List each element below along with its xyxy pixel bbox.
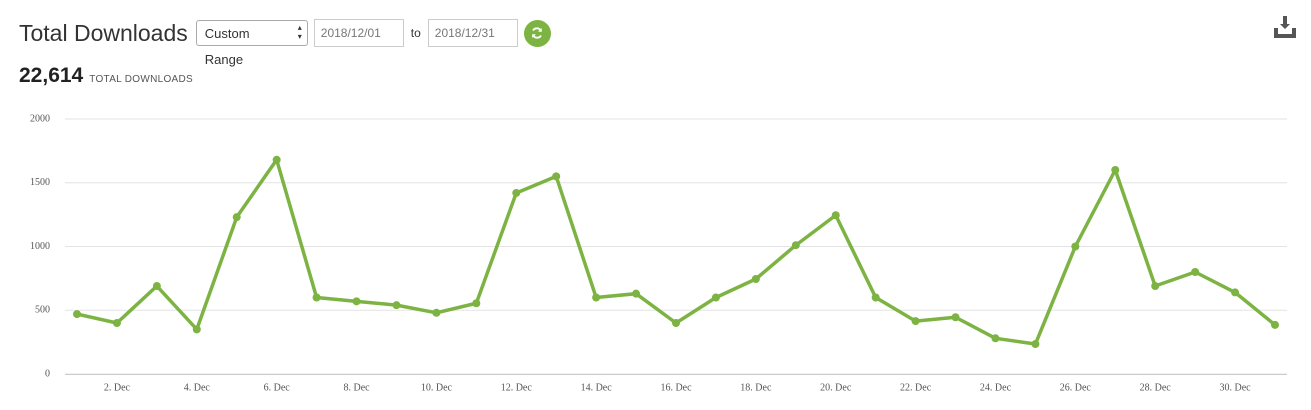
point — [1031, 340, 1040, 349]
x-tick-label: 6. Dec — [264, 382, 291, 393]
point — [1071, 242, 1080, 251]
range-select[interactable]: Custom Range — [195, 20, 308, 67]
point — [1151, 282, 1160, 291]
x-tick-label: 28. Dec — [1140, 382, 1172, 393]
point — [552, 172, 561, 181]
header: Total Downloads Custom Range 2018/12/01 … — [19, 18, 551, 67]
point — [1111, 166, 1120, 174]
page-title: Total Downloads — [19, 19, 188, 46]
x-tick-label: 30. Dec — [1220, 382, 1252, 393]
point — [152, 282, 161, 291]
point — [312, 293, 321, 302]
y-tick-label: 1000 — [30, 241, 50, 252]
x-tick-label: 2. Dec — [104, 382, 131, 393]
x-tick-label: 12. Dec — [501, 382, 533, 393]
point — [991, 334, 1000, 343]
point — [432, 308, 441, 317]
point — [1231, 288, 1240, 297]
x-tick-label: 24. Dec — [980, 382, 1012, 393]
point — [392, 301, 401, 310]
x-tick-label: 20. Dec — [820, 382, 852, 393]
point — [272, 155, 281, 164]
point — [632, 289, 641, 298]
y-tick-label: 500 — [35, 305, 50, 316]
download-button[interactable] — [1272, 14, 1298, 40]
refresh-icon — [532, 27, 543, 39]
point — [791, 241, 800, 250]
y-tick-label: 0 — [45, 368, 50, 379]
point — [73, 310, 81, 319]
to-label: to — [410, 26, 421, 40]
line — [76, 158, 1277, 346]
point — [512, 188, 521, 197]
point — [911, 317, 920, 326]
point — [112, 319, 121, 327]
refresh-button[interactable] — [523, 19, 551, 47]
point — [711, 293, 720, 302]
point — [672, 319, 680, 327]
total-label: TOTAL DOWNLOADS — [89, 74, 194, 85]
end-date-input[interactable]: 2018/12/31 — [427, 19, 518, 47]
x-tick-label: 26. Dec — [1060, 382, 1092, 393]
point — [472, 299, 481, 308]
total-value: 22,614 — [19, 64, 84, 87]
point — [1191, 268, 1200, 276]
y-tick-label: 1500 — [30, 177, 50, 188]
x-tick-label: 10. Dec — [421, 382, 453, 393]
x-tick-label: 16. Dec — [660, 382, 692, 393]
x-tick-label: 4. Dec — [184, 382, 211, 393]
x-tick-label: 22. Dec — [900, 382, 932, 393]
point — [592, 293, 601, 302]
x-tick-label: 18. Dec — [740, 382, 772, 393]
x-tick-label: 8. Dec — [343, 382, 370, 393]
total: 22,614 TOTAL DOWNLOADS — [19, 64, 193, 88]
point — [751, 275, 760, 284]
point — [192, 325, 201, 334]
point — [352, 297, 361, 306]
start-date-input[interactable]: 2018/12/01 — [313, 19, 404, 47]
point — [232, 213, 241, 222]
y-tick-label: 2000 — [30, 113, 50, 124]
point — [1271, 320, 1279, 329]
point — [951, 313, 960, 322]
x-tick-label: 14. Dec — [581, 382, 613, 393]
point — [871, 293, 880, 302]
point — [831, 211, 840, 220]
